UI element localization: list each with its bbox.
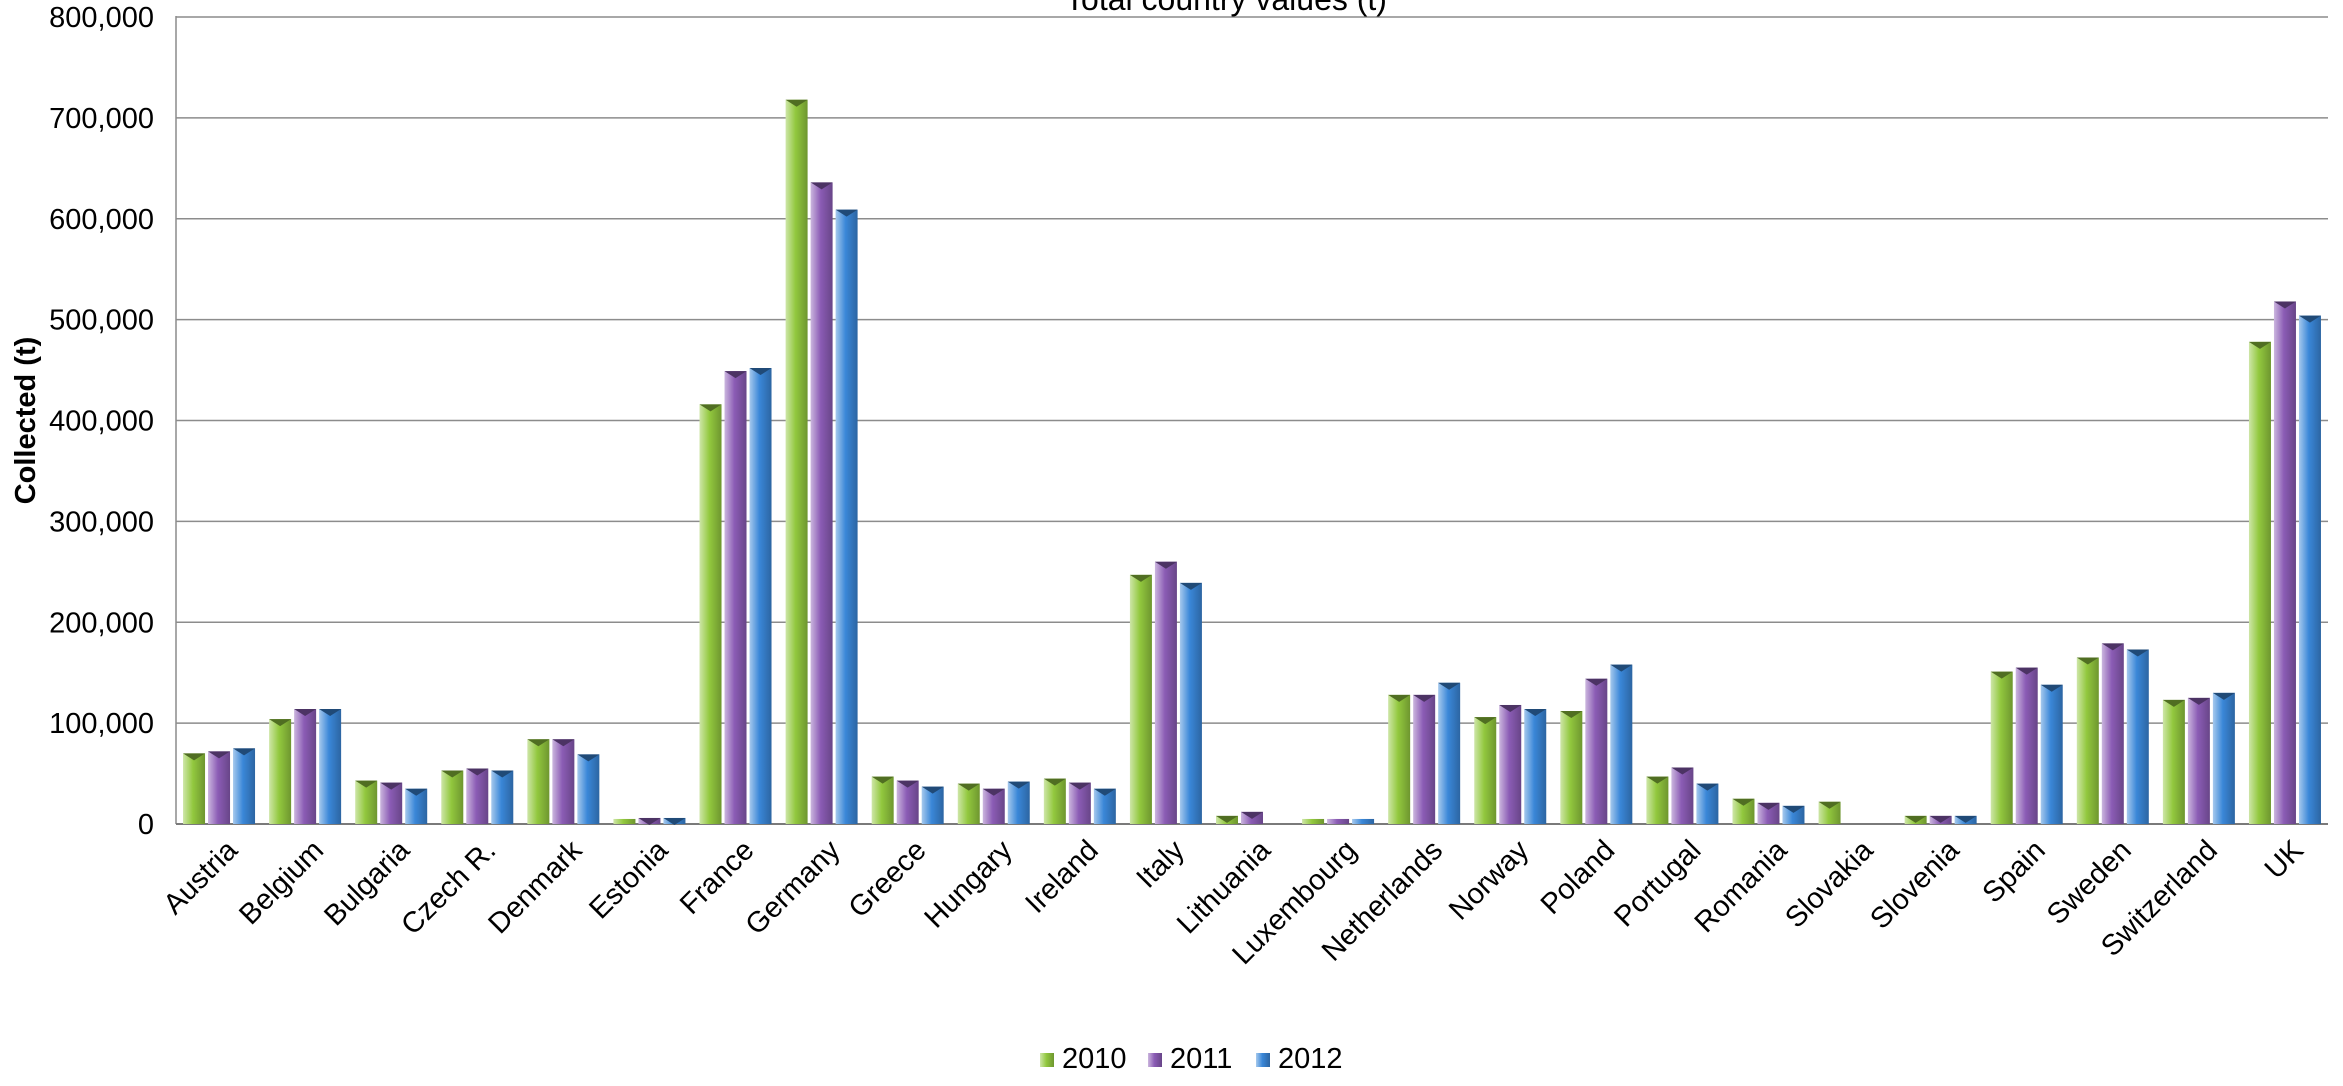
x-tick-label: Belgium [233,834,330,931]
bar [1499,705,1521,824]
bar [466,769,488,824]
x-tick-label: Italy [1131,834,1192,895]
bar [208,751,230,824]
x-tick-label: Denmark [482,834,588,940]
bar [1585,679,1607,824]
x-tick-label: Hungary [919,834,1019,934]
bar [233,748,255,824]
bar [2249,342,2271,824]
bar [811,182,833,824]
bar [1646,777,1668,824]
bar [1610,665,1632,824]
bar [613,819,635,824]
y-tick-label: 200,000 [49,607,154,639]
bar [1991,672,2013,824]
bar [577,754,599,824]
bar [2016,668,2038,824]
y-tick-label: 400,000 [49,406,154,438]
bar [1180,583,1202,824]
legend-label: 2012 [1278,1043,1343,1075]
legend-label: 2011 [1170,1043,1232,1075]
bar [725,371,747,824]
x-tick-label: Slovakia [1779,834,1880,935]
x-tick-label: Germany [740,834,847,941]
bar [441,771,463,824]
bar [527,739,549,824]
x-tick-label: Romania [1689,834,1794,939]
x-tick-label: Ireland [1019,834,1104,919]
bar [1302,819,1324,824]
bar [872,777,894,824]
legend-swatch [1040,1053,1054,1067]
legend-swatch [1256,1053,1270,1067]
x-tick-label: Spain [1977,834,2052,909]
bar [2077,658,2099,824]
bar [2274,301,2296,824]
bar [1155,562,1177,824]
y-tick-label: 300,000 [49,506,154,538]
bar [1560,711,1582,824]
bar [269,719,291,824]
bar [700,404,722,824]
x-tick-label: Poland [1535,834,1621,920]
x-tick-label: UK [2259,834,2311,886]
y-tick-label: 600,000 [49,204,154,236]
bar [836,210,858,824]
bar [1352,819,1374,824]
x-tick-label: Slovenia [1864,834,1966,936]
bar [2213,693,2235,824]
bar [491,771,513,824]
bar [1474,717,1496,824]
x-tick-label: Estonia [583,834,675,926]
bar [2102,643,2124,824]
bar [2299,316,2321,824]
bar [1438,683,1460,824]
bar [1524,709,1546,824]
legend-label: 2010 [1062,1043,1127,1075]
bar [1130,575,1152,824]
bar [2041,685,2063,824]
bar [1671,768,1693,824]
y-tick-label: 500,000 [49,305,154,337]
y-tick-label: 100,000 [49,708,154,740]
bar [1388,695,1410,824]
bar [319,709,341,824]
bar [183,753,205,824]
x-tick-label: France [674,834,760,920]
y-tick-label: 700,000 [49,103,154,135]
chart-title: Total country values (t) [1065,0,1387,17]
bar [2188,698,2210,824]
bar [294,709,316,824]
bar [2163,700,2185,824]
y-tick-label: 800,000 [49,2,154,34]
bar [1327,819,1349,824]
y-tick-label: 0 [138,809,154,841]
x-tick-label: Austria [158,834,245,921]
bar [2127,649,2149,824]
legend-swatch [1148,1053,1162,1067]
y-axis-label: Collected (t) [10,337,42,505]
x-tick-label: Czech R. [395,834,502,941]
bar [552,739,574,824]
bar [750,368,772,824]
bar [786,100,808,824]
x-tick-label: Norway [1443,834,1535,926]
bar [1413,695,1435,824]
